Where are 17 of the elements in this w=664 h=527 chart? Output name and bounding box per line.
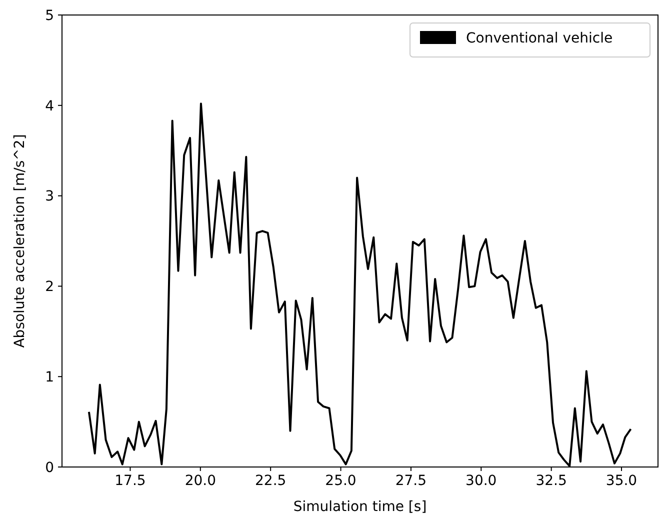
y-tick-label: 4: [45, 98, 54, 114]
y-tick-label: 0: [45, 460, 54, 476]
x-tick-label: 30.0: [466, 473, 497, 489]
x-tick-label: 27.5: [395, 473, 427, 489]
x-tick-label: 35.0: [606, 473, 638, 489]
x-tick-label: 25.0: [325, 473, 356, 489]
y-axis-title: Absolute acceleration [m/s^2]: [12, 134, 28, 348]
x-tick-label: 22.5: [255, 473, 286, 489]
legend-label: Conventional vehicle: [466, 30, 613, 46]
x-tick-label: 17.5: [114, 473, 146, 489]
y-tick-label: 5: [45, 8, 54, 24]
y-tick-label: 2: [45, 279, 54, 296]
x-tick-label: 32.5: [536, 473, 567, 489]
x-tick-label: 20.0: [184, 473, 216, 489]
x-axis-title: Simulation time [s]: [293, 499, 427, 515]
y-tick-label: 3: [45, 188, 54, 205]
y-tick-label: 1: [45, 370, 54, 386]
